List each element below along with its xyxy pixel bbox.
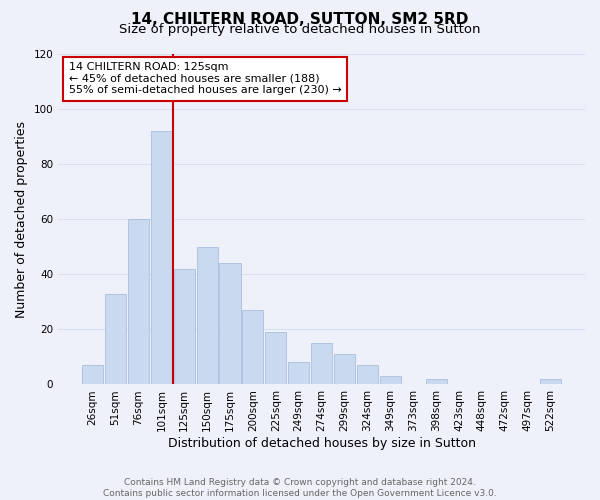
Text: 14 CHILTERN ROAD: 125sqm
← 45% of detached houses are smaller (188)
55% of semi-: 14 CHILTERN ROAD: 125sqm ← 45% of detach… [69,62,341,96]
Bar [425,379,446,384]
Bar [265,332,286,384]
Bar [82,365,103,384]
Bar [151,131,172,384]
Bar [357,365,378,384]
Bar [334,354,355,384]
Bar [288,362,309,384]
Y-axis label: Number of detached properties: Number of detached properties [15,120,28,318]
Text: Contains HM Land Registry data © Crown copyright and database right 2024.
Contai: Contains HM Land Registry data © Crown c… [103,478,497,498]
Bar [220,264,241,384]
Bar [540,379,561,384]
Bar [105,294,126,384]
Bar [242,310,263,384]
Text: 14, CHILTERN ROAD, SUTTON, SM2 5RD: 14, CHILTERN ROAD, SUTTON, SM2 5RD [131,12,469,28]
Bar [173,269,195,384]
Bar [311,343,332,384]
X-axis label: Distribution of detached houses by size in Sutton: Distribution of detached houses by size … [167,437,476,450]
Bar [128,219,149,384]
Bar [380,376,401,384]
Bar [197,247,218,384]
Text: Size of property relative to detached houses in Sutton: Size of property relative to detached ho… [119,22,481,36]
